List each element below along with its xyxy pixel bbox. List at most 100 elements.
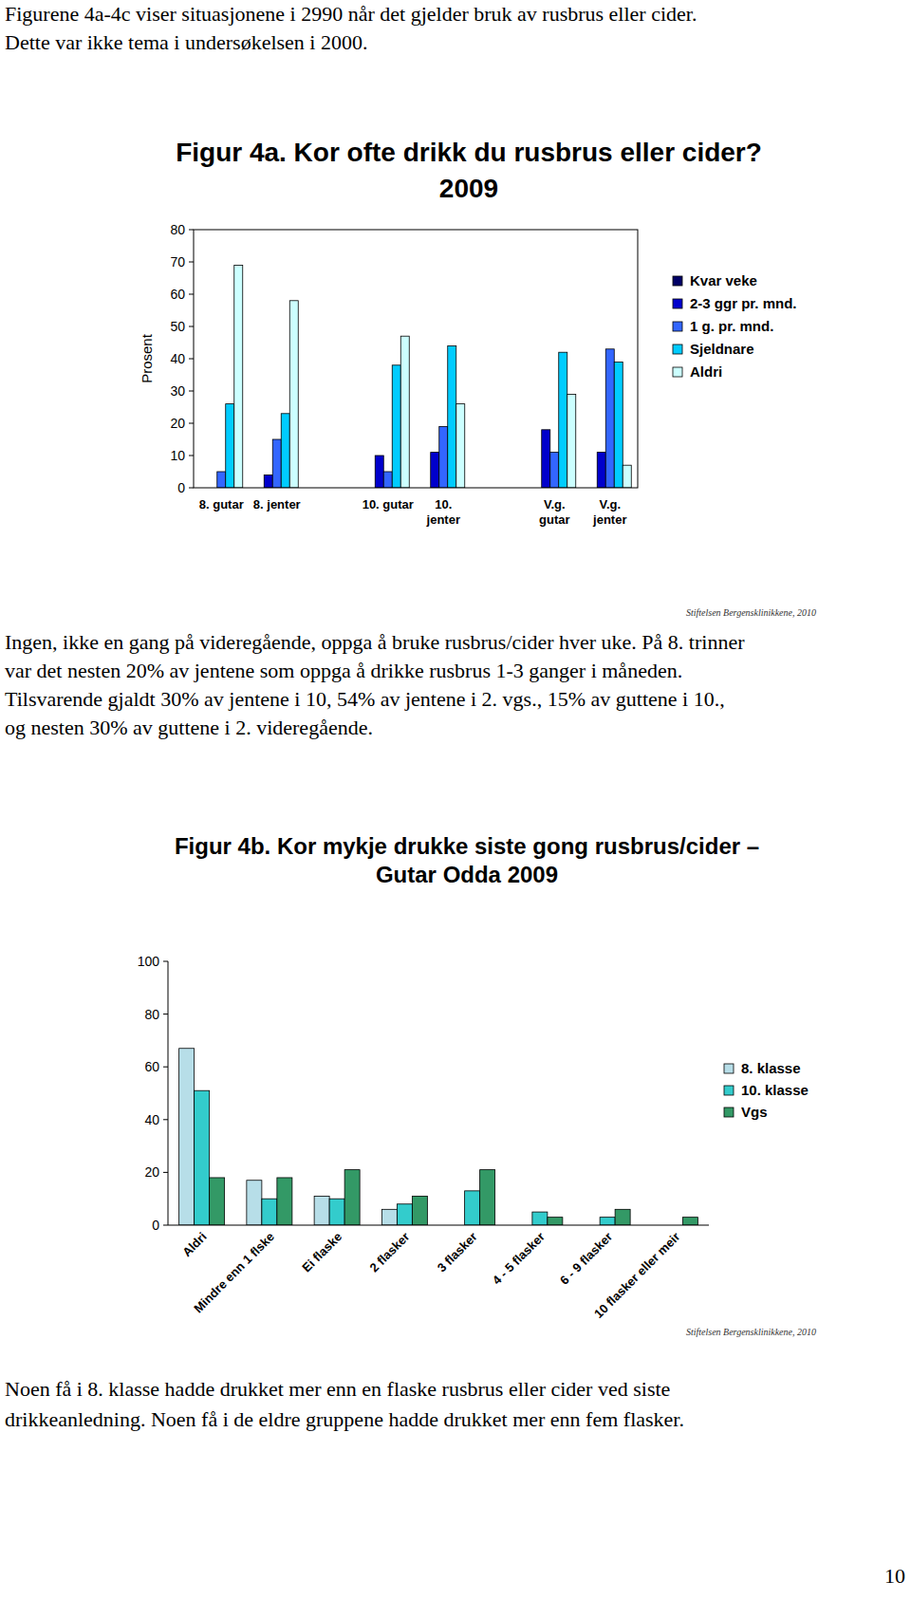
legend: 8. klasse 10. klasse Vgs [724, 1059, 809, 1120]
bar [261, 1198, 278, 1226]
paragraph2: Noen få i 8. klasse hadde drukket mer en… [4, 1376, 685, 1432]
legend-swatch [724, 1107, 734, 1117]
y-tick [188, 390, 194, 392]
y-tick-label: 0 [151, 1217, 160, 1233]
bar [605, 349, 614, 488]
x-tick-label: 8. gutar [199, 497, 244, 512]
x-tick-label: 10 flasker eller meir [591, 1229, 683, 1321]
legend-swatch [672, 298, 683, 309]
text-line: drikkeanledning. Noen få i de eldre grup… [4, 1407, 685, 1432]
x-tick-label: V.g.gutar [539, 497, 571, 527]
y-tick-label: 20 [144, 1164, 160, 1180]
bar [456, 404, 465, 488]
bar [439, 426, 448, 488]
plot-frame [193, 229, 638, 488]
y-tick-label: 30 [169, 383, 186, 399]
bar [246, 1180, 262, 1226]
bar [179, 1048, 195, 1226]
y-tick-label: 70 [169, 254, 186, 270]
bar [234, 264, 243, 488]
x-tick-label: 4 - 5 flasker [489, 1229, 548, 1288]
bar [400, 335, 410, 488]
page: { "page": { "intro": [ "Figurene 4a-4c v… [0, 0, 911, 1600]
bar [550, 452, 559, 488]
bar [547, 1217, 563, 1226]
text-line: var det nesten 20% av jentene som oppga … [4, 658, 683, 683]
y-tick [188, 423, 194, 425]
bar [396, 1204, 412, 1226]
bar [329, 1198, 345, 1226]
y-tick-label: 50 [169, 318, 186, 335]
chart-subtitle: Gutar Odda 2009 [375, 861, 558, 888]
bar [272, 439, 281, 488]
text-line: Noen få i 8. klasse hadde drukket mer en… [4, 1376, 670, 1401]
bar [391, 365, 401, 488]
bar [314, 1195, 330, 1226]
bar [447, 345, 457, 488]
y-tick-label: 80 [144, 1006, 160, 1023]
legend-label: 8. klasse [741, 1059, 801, 1077]
bar [599, 1217, 615, 1226]
bar [541, 429, 551, 488]
y-tick-label: 80 [169, 222, 186, 238]
label-line: V.g. [543, 497, 566, 512]
legend-swatch [724, 1063, 734, 1074]
text-line: Ingen, ikke en gang på videregående, opp… [4, 630, 745, 654]
x-tick-label: Aldri [179, 1229, 210, 1261]
y-tick [188, 455, 194, 457]
y-tick [163, 1013, 168, 1015]
chart-title: Figur 4a. Kor ofte drikk du rusbrus elle… [175, 137, 763, 168]
bar [682, 1217, 698, 1226]
legend-swatch [724, 1085, 734, 1096]
page-number: 10 [884, 1563, 906, 1588]
y-tick [163, 1171, 168, 1173]
bar [381, 1208, 397, 1226]
bar [411, 1195, 428, 1226]
legend-swatch [672, 367, 683, 377]
legend-label: Aldri [689, 363, 723, 380]
bar [194, 1090, 210, 1226]
bar [209, 1177, 225, 1226]
x-tick-label: Mindre enn 1 flske [190, 1229, 278, 1317]
y-tick [188, 487, 194, 489]
bar [374, 455, 384, 488]
x-axis [167, 1225, 709, 1227]
x-tick-label: 2 flasker [367, 1229, 413, 1276]
legend-label: Vgs [741, 1103, 768, 1120]
x-tick-label: V.g.jenter [592, 497, 627, 527]
bar [532, 1211, 548, 1226]
bar [217, 471, 226, 488]
background [0, 0, 911, 1600]
bar [383, 471, 392, 488]
bar [596, 452, 606, 488]
chart-title: Figur 4b. Kor mykje drukke siste gong ru… [174, 833, 760, 859]
y-tick [188, 358, 194, 360]
intro: Figurene 4a-4c viser situasjonene i 2990… [4, 1, 697, 55]
bar [567, 393, 577, 488]
y-tick-label: 10 [169, 447, 186, 464]
label-line: jenter [426, 512, 461, 527]
x-tick-label: 6 - 9 flasker [557, 1229, 615, 1288]
legend-label: 10. klasse [741, 1081, 809, 1098]
bar [280, 413, 290, 488]
bar [225, 404, 235, 488]
label-line: gutar [539, 512, 571, 527]
label-line: V.g. [598, 497, 621, 512]
source-note: Stiftelsen Bergensklinikkene, 2010 [686, 1326, 817, 1338]
y-axis [167, 961, 169, 1226]
x-tick-label: 10. gutar [362, 497, 414, 512]
bar [289, 300, 298, 488]
y-tick-label: 40 [144, 1112, 160, 1128]
source-note: Stiftelsen Bergensklinikkene, 2010 [686, 607, 817, 618]
legend-label: 1 g. pr. mnd. [689, 317, 774, 335]
bar [277, 1177, 293, 1226]
text-line: og nesten 30% av guttene i 2. videregåen… [4, 715, 373, 740]
bar [622, 464, 632, 488]
bars [179, 1048, 699, 1226]
bar [613, 361, 623, 488]
bars [217, 264, 633, 488]
x-tick-label: Ei flaske [298, 1229, 345, 1276]
text-line: Tilsvarende gjaldt 30% av jentene i 10, … [4, 687, 726, 711]
page-canvas: Figurene 4a-4c viser situasjonene i 2990… [0, 0, 911, 1600]
y-tick [188, 326, 194, 328]
